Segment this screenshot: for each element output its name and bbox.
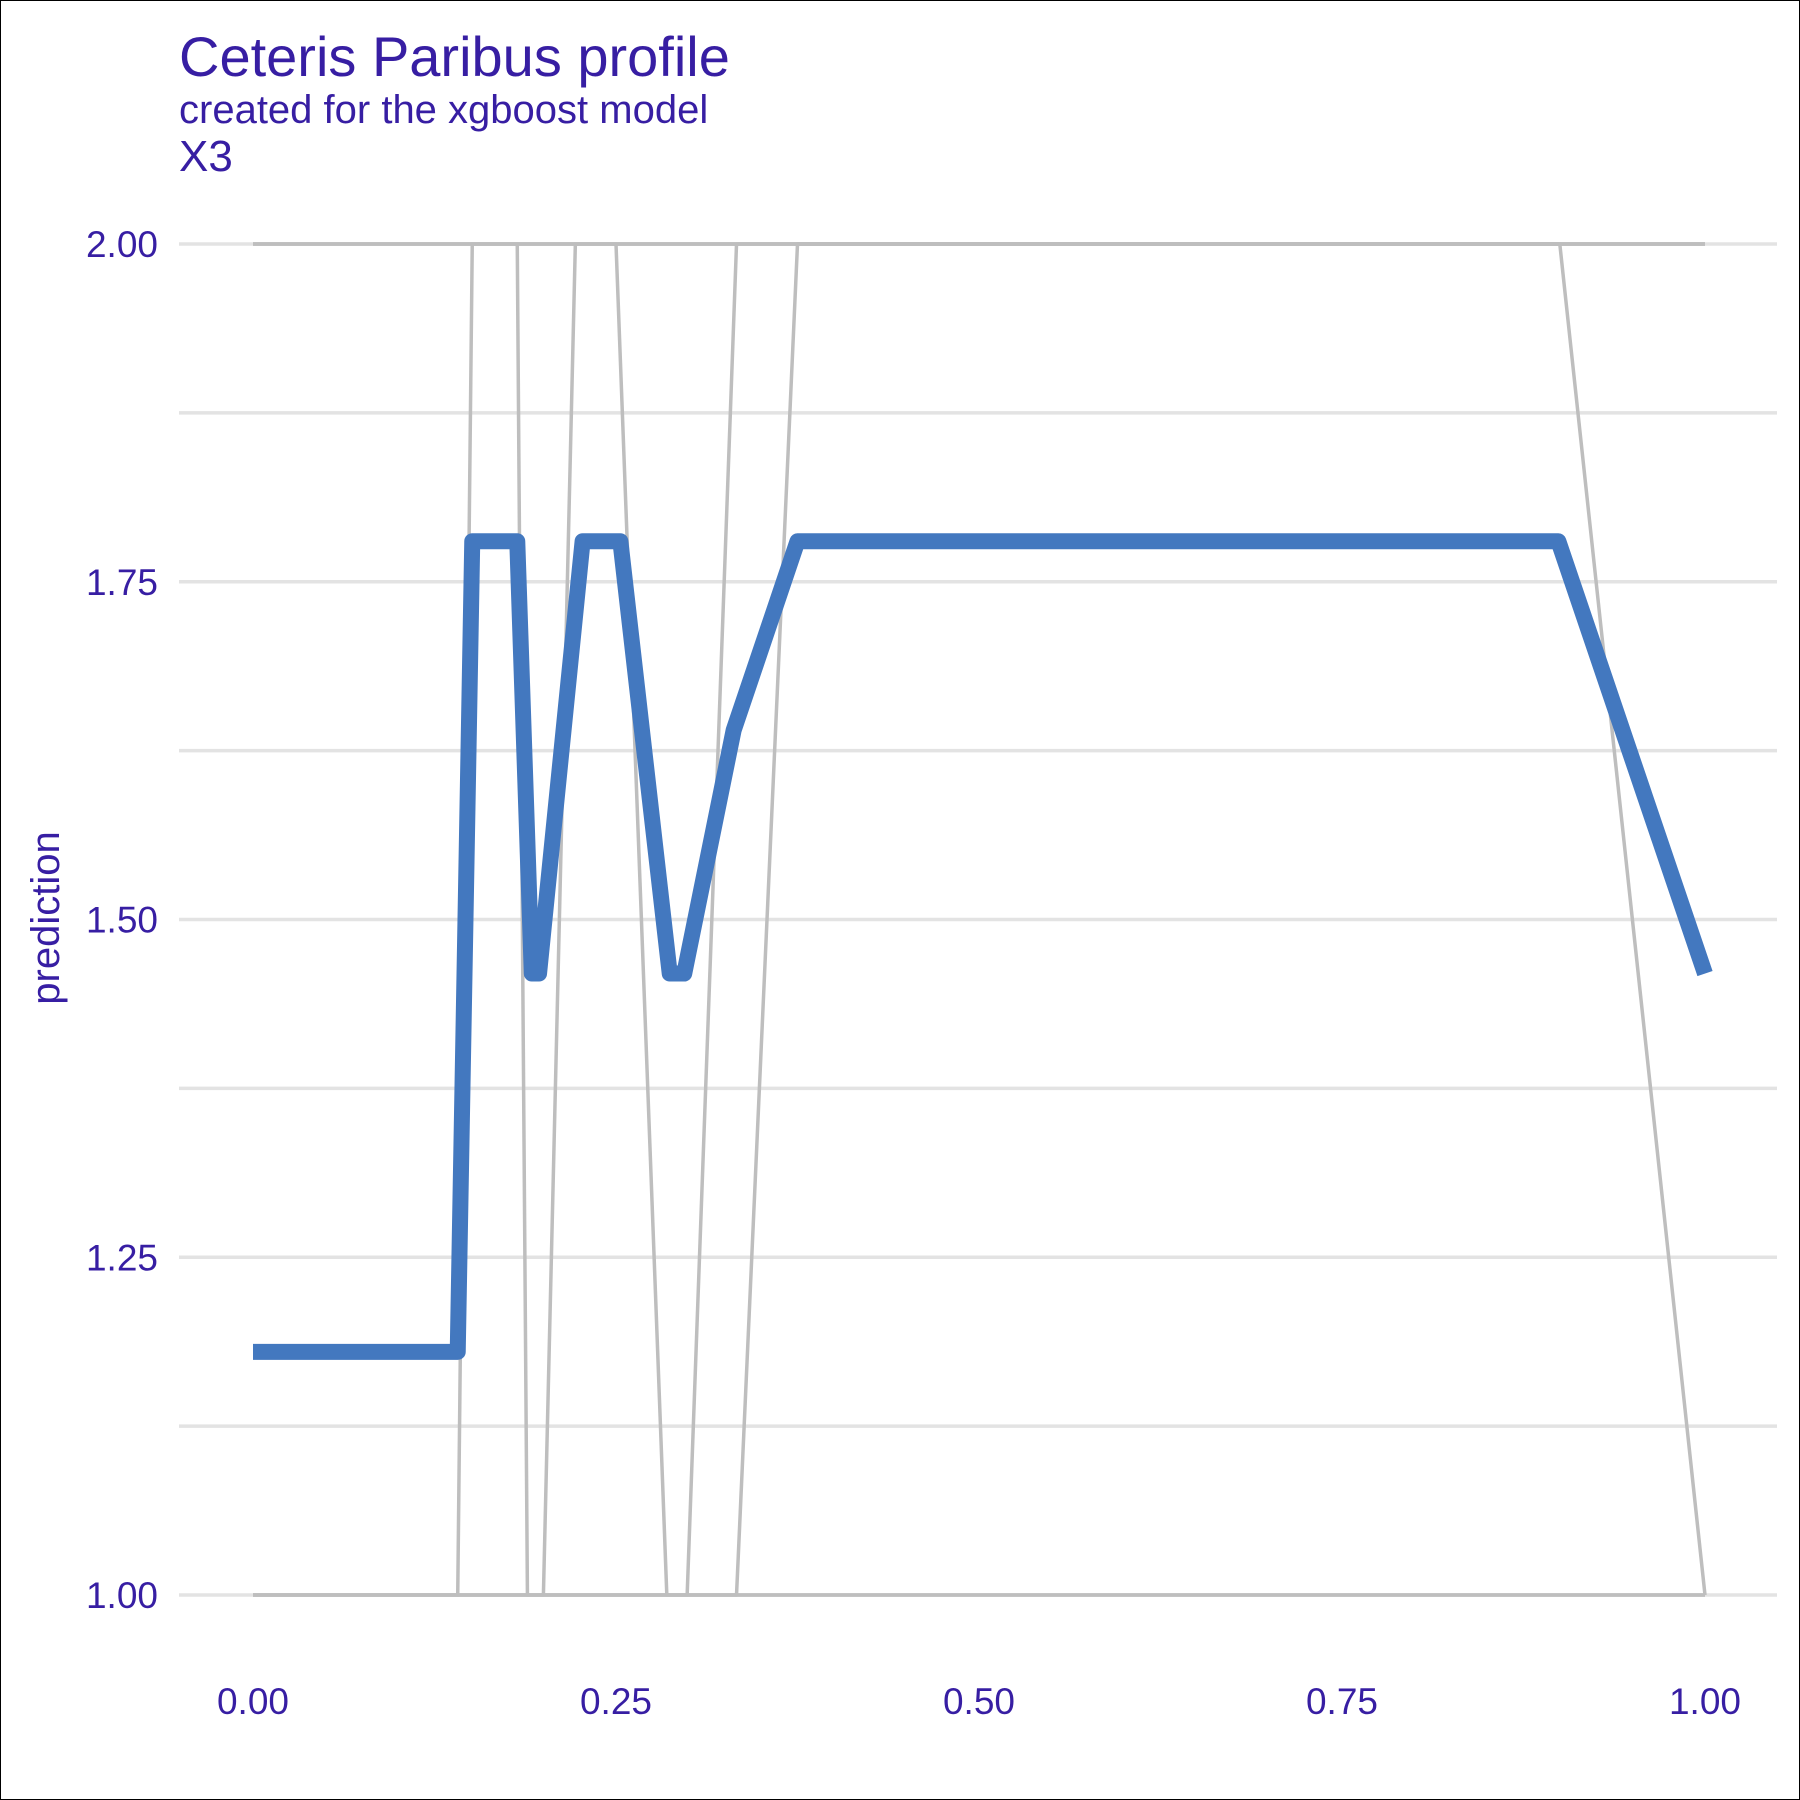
- y-tick-label: 1.25: [86, 1237, 158, 1278]
- y-axis-label: prediction: [24, 831, 68, 1004]
- x-tick-label: 1.00: [1669, 1681, 1741, 1722]
- y-tick-label: 2.00: [86, 224, 158, 265]
- x-tick-label: 0.50: [943, 1681, 1015, 1722]
- background-profiles: [253, 242, 1707, 1597]
- chart-subtitle: created for the xgboost model: [179, 88, 708, 132]
- y-tick-label: 1.50: [86, 900, 158, 941]
- y-tick-label: 1.00: [86, 1575, 158, 1616]
- x-tick-label: 0.00: [217, 1681, 289, 1722]
- x-tick-label: 0.75: [1306, 1681, 1378, 1722]
- x-tick-label: 0.25: [580, 1681, 652, 1722]
- axis-ticks: 1.00 1.25 1.50 1.75 2.00 0.00 0.25 0.50 0.75 1.00: [86, 224, 1741, 1722]
- facet-label: X3: [179, 132, 233, 181]
- main-profile: [253, 533, 1713, 1360]
- y-tick-label: 1.75: [86, 562, 158, 603]
- profile-line: [253, 533, 1713, 1360]
- chart-title: Ceteris Paribus profile: [179, 25, 730, 88]
- gridlines: [179, 242, 1777, 1597]
- background-profile-line: [253, 242, 1707, 1596]
